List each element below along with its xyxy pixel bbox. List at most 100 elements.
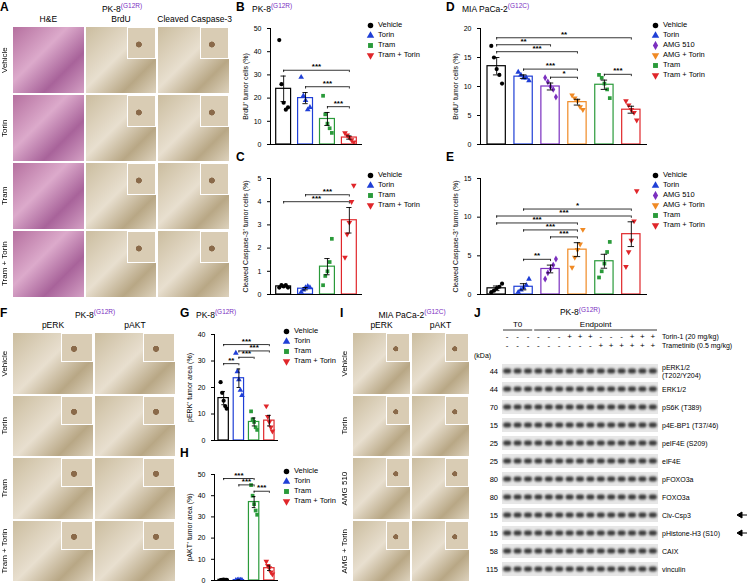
svg-text:-: - (506, 332, 509, 341)
svg-text:50: 50 (254, 25, 262, 32)
svg-text:10: 10 (198, 410, 206, 417)
svg-text:Clv-Csp3: Clv-Csp3 (662, 512, 691, 520)
svg-text:**: ** (561, 30, 568, 39)
svg-text:**: ** (228, 356, 235, 365)
svg-text:J: J (474, 306, 481, 320)
svg-text:-: - (568, 341, 571, 350)
svg-text:BrdU⁺ tumor cells (%): BrdU⁺ tumor cells (%) (242, 53, 250, 120)
svg-text:30: 30 (254, 71, 262, 78)
svg-text:pERK1/2(T202/Y204): pERK1/2(T202/Y204) (662, 364, 701, 380)
svg-text:5: 5 (468, 112, 472, 119)
svg-text:pAKT⁺ tumor area (%): pAKT⁺ tumor area (%) (186, 493, 194, 561)
svg-text:PK-8(G12R): PK-8(G12R) (560, 306, 600, 317)
svg-text:-: - (547, 332, 550, 341)
svg-text:-: - (558, 332, 561, 341)
svg-text:ERK1/2: ERK1/2 (662, 386, 686, 393)
svg-text:+: + (650, 332, 655, 341)
svg-text:-: - (537, 341, 540, 350)
svg-text:15: 15 (490, 511, 498, 520)
svg-text:***: *** (613, 66, 623, 75)
svg-text:44: 44 (490, 385, 498, 394)
svg-text:58: 58 (490, 547, 498, 556)
svg-text:-: - (589, 341, 592, 350)
svg-text:50: 50 (198, 471, 206, 478)
svg-text:+: + (619, 341, 624, 350)
svg-text:3: 3 (258, 221, 262, 228)
svg-text:5: 5 (468, 252, 472, 259)
svg-text:*: * (562, 69, 566, 78)
svg-text:40: 40 (254, 48, 262, 55)
svg-text:44: 44 (490, 367, 498, 376)
svg-text:***: *** (312, 62, 322, 71)
svg-text:10: 10 (464, 83, 472, 90)
svg-text:15: 15 (464, 54, 472, 61)
svg-text:-: - (610, 332, 613, 341)
svg-text:+: + (598, 341, 603, 350)
svg-text:115: 115 (486, 565, 498, 574)
svg-text:***: *** (532, 215, 542, 224)
svg-text:20: 20 (464, 25, 472, 32)
svg-text:pFOXO3a: pFOXO3a (662, 476, 694, 484)
svg-text:***: *** (234, 471, 244, 480)
svg-text:FOXO3a: FOXO3a (662, 494, 690, 501)
svg-text:0: 0 (202, 577, 206, 584)
svg-text:+: + (640, 341, 645, 350)
svg-text:10: 10 (254, 118, 262, 125)
svg-text:+: + (650, 341, 655, 350)
svg-text:***: *** (323, 187, 333, 196)
svg-text:Cleaved Caspase-3⁺ tumor cells: Cleaved Caspase-3⁺ tumor cells (%) (452, 180, 460, 292)
svg-text:25: 25 (490, 439, 498, 448)
svg-text:***: *** (546, 61, 556, 70)
svg-text:15: 15 (490, 529, 498, 538)
svg-text:***: *** (334, 99, 344, 108)
svg-text:-: - (547, 341, 550, 350)
svg-text:0: 0 (258, 141, 262, 148)
svg-text:Endpoint: Endpoint (580, 320, 612, 329)
svg-text:30: 30 (198, 513, 206, 520)
svg-text:1: 1 (258, 268, 262, 275)
svg-text:25: 25 (490, 457, 498, 466)
svg-text:20: 20 (198, 534, 206, 541)
svg-text:Cleaved Caspase-3⁺ tumor cells: Cleaved Caspase-3⁺ tumor cells (%) (242, 180, 250, 292)
svg-text:+: + (609, 341, 614, 350)
svg-text:40: 40 (198, 492, 206, 499)
svg-text:***: *** (559, 229, 569, 238)
svg-text:**: ** (520, 37, 527, 46)
svg-text:0: 0 (468, 141, 472, 148)
svg-text:2: 2 (258, 244, 262, 251)
svg-text:+: + (567, 332, 572, 341)
svg-text:80: 80 (490, 475, 498, 484)
svg-text:80: 80 (490, 493, 498, 502)
svg-text:20: 20 (198, 384, 206, 391)
svg-text:***: *** (323, 79, 333, 88)
svg-text:peIF4E (S209): peIF4E (S209) (662, 440, 708, 448)
svg-text:+: + (578, 332, 583, 341)
svg-text:+: + (630, 341, 635, 350)
svg-text:70: 70 (490, 403, 498, 412)
svg-text:pS6K (T389): pS6K (T389) (662, 404, 702, 412)
svg-text:**: ** (534, 251, 541, 260)
svg-text:p4E-BP1 (T37/46): p4E-BP1 (T37/46) (662, 422, 718, 430)
svg-text:***: *** (532, 44, 542, 53)
svg-text:0: 0 (202, 437, 206, 444)
svg-text:***: *** (559, 208, 569, 217)
svg-text:0: 0 (258, 291, 262, 298)
svg-text:+: + (588, 332, 593, 341)
svg-text:10: 10 (464, 213, 472, 220)
svg-text:pHistone-H3 (S10): pHistone-H3 (S10) (662, 530, 720, 538)
svg-text:CAIX: CAIX (662, 548, 679, 555)
svg-text:-: - (558, 341, 561, 350)
svg-text:Torin-1 (20 mg/kg): Torin-1 (20 mg/kg) (662, 333, 719, 341)
svg-text:0: 0 (468, 291, 472, 298)
svg-text:10: 10 (198, 556, 206, 563)
svg-text:20: 20 (254, 94, 262, 101)
svg-text:BrdU⁺ tumor cells (%): BrdU⁺ tumor cells (%) (452, 53, 460, 120)
svg-text:-: - (620, 332, 623, 341)
svg-text:40: 40 (198, 331, 206, 338)
svg-text:pERK⁺ tumor area (%): pERK⁺ tumor area (%) (186, 353, 194, 422)
svg-text:-: - (527, 332, 530, 341)
svg-text:5: 5 (258, 175, 262, 182)
svg-text:*: * (576, 201, 580, 210)
svg-text:eIF4E: eIF4E (662, 458, 681, 465)
svg-text:15: 15 (490, 421, 498, 430)
